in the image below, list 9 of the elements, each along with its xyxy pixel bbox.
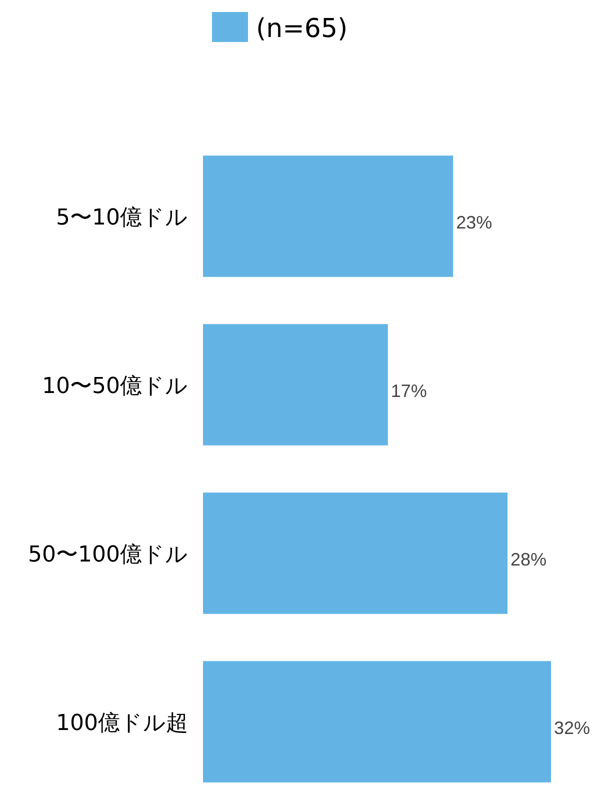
data-label: 23% bbox=[456, 212, 492, 232]
y-tick-label: 5〜10億ドル bbox=[56, 205, 188, 230]
data-label: 28% bbox=[510, 549, 547, 570]
data-label: 17% bbox=[390, 380, 427, 401]
y-tick-label: 50〜100億ドル bbox=[28, 542, 188, 568]
y-tick-label: 100億ドル超 bbox=[56, 710, 188, 736]
y-tick-label: 10〜50億ドル bbox=[42, 374, 188, 399]
data-label: 32% bbox=[554, 718, 590, 738]
legend-label: (n=65) bbox=[256, 14, 348, 44]
